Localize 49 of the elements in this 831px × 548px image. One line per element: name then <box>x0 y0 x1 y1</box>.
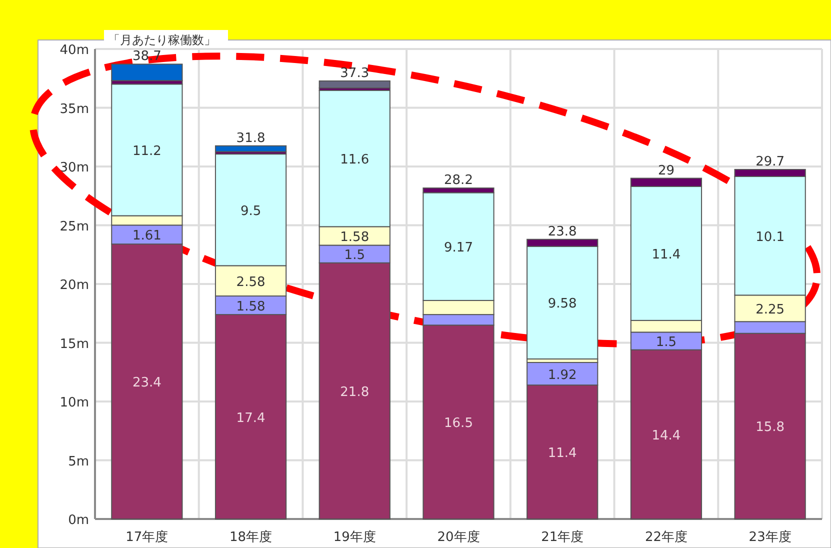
y-tick-label: 15m <box>60 336 89 352</box>
total-label: 38.7 <box>132 49 162 64</box>
data-label: 11.4 <box>652 247 681 262</box>
x-tick-label: 22年度 <box>644 529 688 545</box>
data-label: 1.5 <box>344 248 365 264</box>
bar <box>318 80 390 89</box>
x-tick-label: 21年度 <box>541 529 584 545</box>
data-label: 1.61 <box>132 228 162 244</box>
y-tick-label: 5m <box>68 454 89 470</box>
data-label: 11.2 <box>132 144 162 159</box>
x-tick-label: 23年度 <box>748 529 792 545</box>
data-label: 1.58 <box>340 230 370 245</box>
data-label: 1.5 <box>656 334 677 350</box>
data-label: 21.8 <box>340 384 370 400</box>
data-label: 1.92 <box>548 368 577 383</box>
data-label: 16.5 <box>444 416 473 432</box>
y-tick-label: 20m <box>60 278 89 293</box>
y-tick-label: 10m <box>60 396 89 410</box>
data-label: 15.8 <box>756 420 785 436</box>
data-label: 9.58 <box>548 296 577 312</box>
data-label: 23.4 <box>132 376 162 391</box>
x-tick-label: 17年度 <box>126 529 168 545</box>
data-label: 14.4 <box>652 428 681 444</box>
data-label: 9.17 <box>444 240 473 256</box>
data-label: 11.4 <box>548 446 577 462</box>
data-label: 2.58 <box>236 274 266 290</box>
y-tick-label: 25m <box>60 219 89 234</box>
x-tick-label: 19年度 <box>333 529 376 545</box>
data-label: 9.5 <box>240 204 262 219</box>
total-label: 37.3 <box>340 66 370 81</box>
data-label: 11.6 <box>340 152 370 168</box>
y-tick-label: 35m <box>60 102 89 117</box>
data-label: 1.58 <box>236 299 266 314</box>
data-label: 17.4 <box>236 410 266 426</box>
total-label: 28.2 <box>444 173 473 188</box>
y-tick-label: 0m <box>68 513 89 528</box>
x-tick-label: 18年度 <box>230 529 272 545</box>
total-label: 31.8 <box>236 130 266 146</box>
data-label: 2.25 <box>756 302 785 318</box>
bar <box>214 145 287 152</box>
x-tick-label: 20年度 <box>437 529 480 545</box>
y-tick-label: 40m <box>60 43 89 58</box>
total-label: 23.8 <box>548 224 577 240</box>
data-label: 10.1 <box>756 230 785 245</box>
bar <box>111 64 183 82</box>
total-label: 29.7 <box>756 154 785 170</box>
y-axis-title: 「月あたり稼働数」 <box>108 33 216 47</box>
y-tick-label: 30m <box>60 160 89 176</box>
total-label: 29 <box>658 163 674 178</box>
